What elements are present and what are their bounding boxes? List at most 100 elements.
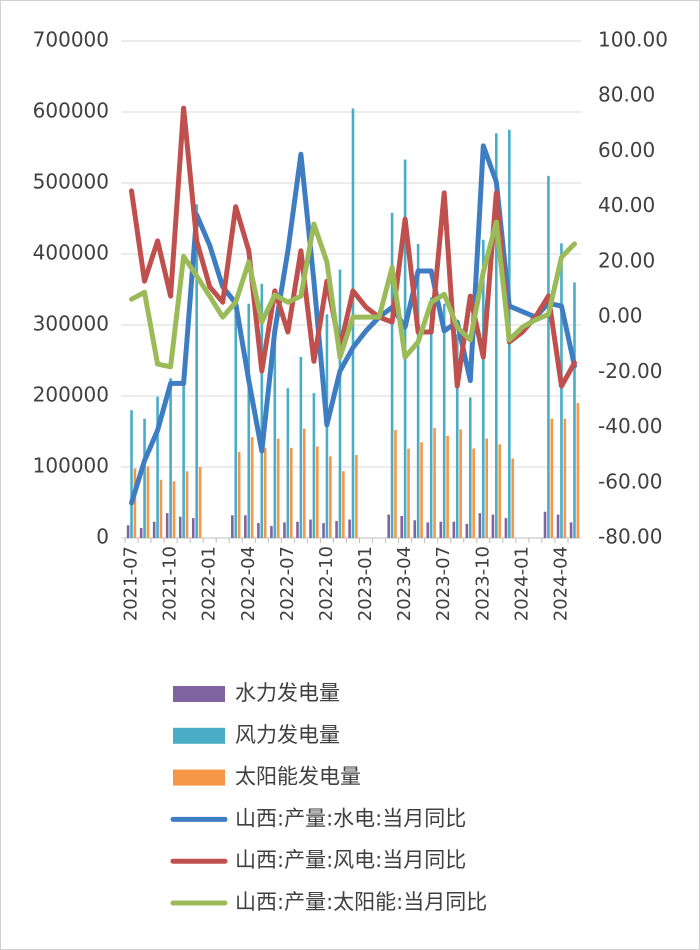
- bar: [481, 239, 485, 539]
- y2-tick-label: 0.00: [598, 304, 643, 328]
- bar: [355, 454, 358, 538]
- bar: [309, 519, 312, 538]
- bar: [270, 525, 273, 538]
- legend-label: 水力发电量: [235, 681, 340, 705]
- legend-swatch: [173, 727, 225, 744]
- bar: [459, 429, 462, 538]
- bar: [511, 458, 515, 538]
- y-tick-label: 400000: [33, 241, 109, 265]
- bar: [133, 468, 137, 538]
- bar: [234, 310, 238, 538]
- bar: [152, 521, 156, 538]
- legend-label: 风力发电量: [235, 723, 340, 747]
- x-tick-label: 2022-07: [277, 546, 298, 621]
- bar: [429, 297, 433, 538]
- bar: [165, 513, 169, 538]
- y2-tick-label: 40.00: [598, 193, 655, 217]
- bar: [260, 283, 264, 538]
- x-tick-label: 2023-01: [355, 546, 376, 621]
- x-tick-label: 2023-07: [433, 546, 454, 621]
- bar: [413, 520, 417, 538]
- bar: [478, 513, 482, 538]
- x-tick-label: 2024-01: [511, 546, 532, 621]
- bar: [126, 525, 130, 538]
- bar: [299, 356, 303, 538]
- x-tick-label: 2021-07: [121, 546, 142, 621]
- bar: [139, 528, 143, 538]
- bar: [247, 303, 251, 538]
- x-tick-label: 2023-10: [472, 546, 493, 621]
- bar: [159, 479, 163, 538]
- bar: [156, 396, 159, 538]
- x-tick-label: 2022-10: [316, 546, 337, 621]
- bar: [185, 471, 189, 538]
- y2-tick-label: 80.00: [598, 83, 655, 107]
- legend-label: 山西:产量:风电:当月同比: [235, 848, 466, 872]
- bar: [556, 514, 560, 538]
- bar: [563, 418, 567, 538]
- bar: [468, 397, 472, 538]
- y-tick-label: 0: [96, 525, 109, 549]
- bar: [387, 514, 390, 538]
- bar: [296, 521, 299, 538]
- x-tick-label: 2024-04: [550, 546, 571, 621]
- bar: [569, 522, 573, 538]
- bar: [302, 428, 306, 538]
- bar: [543, 511, 547, 538]
- bar: [498, 444, 502, 538]
- bar: [257, 523, 260, 538]
- bar: [504, 518, 508, 538]
- bar: [231, 515, 234, 538]
- bar: [485, 438, 488, 538]
- bar: [191, 518, 195, 538]
- bar: [329, 456, 332, 538]
- y2-tick-label: 60.00: [598, 138, 655, 162]
- bar: [547, 175, 550, 538]
- bar: [273, 332, 277, 538]
- y2-tick-label: 20.00: [598, 248, 655, 272]
- y2-tick-label: -40.00: [598, 414, 662, 438]
- bar: [400, 515, 404, 538]
- bar: [169, 378, 172, 538]
- y-tick-label: 700000: [33, 28, 109, 52]
- bar: [452, 521, 456, 538]
- bar: [442, 303, 446, 538]
- bar: [576, 403, 580, 538]
- bar: [472, 448, 475, 538]
- x-tick-label: 2021-10: [160, 546, 181, 621]
- bar: [172, 481, 176, 538]
- y-tick-label: 600000: [33, 99, 109, 123]
- bar: [390, 212, 394, 538]
- bar: [491, 514, 495, 538]
- y2-tick-label: -80.00: [598, 525, 662, 549]
- bar: [312, 393, 316, 538]
- bar: [244, 515, 247, 538]
- bar: [338, 269, 342, 538]
- bar: [455, 334, 459, 538]
- x-tick-label: 2022-01: [199, 546, 220, 621]
- bar: [237, 452, 241, 538]
- bar: [250, 437, 254, 538]
- bar: [146, 466, 150, 538]
- bar: [198, 467, 202, 538]
- bar: [289, 447, 293, 538]
- y-tick-label: 300000: [33, 312, 109, 336]
- bar: [263, 447, 267, 538]
- bar: [195, 204, 198, 539]
- legend-label: 山西:产量:太阳能:当月同比: [235, 890, 487, 914]
- bar: [560, 243, 563, 538]
- legend-swatch: [173, 686, 225, 702]
- x-tick-label: 2023-04: [394, 546, 415, 621]
- legend-label: 山西:产量:水电:当月同比: [235, 806, 466, 830]
- bar: [439, 521, 443, 538]
- y2-tick-label: -60.00: [598, 469, 662, 493]
- bar: [550, 418, 554, 538]
- bar: [286, 388, 290, 538]
- bar: [407, 448, 410, 538]
- line-series: [129, 219, 577, 370]
- bar: [394, 430, 397, 538]
- bar: [420, 442, 423, 538]
- bar: [446, 435, 449, 538]
